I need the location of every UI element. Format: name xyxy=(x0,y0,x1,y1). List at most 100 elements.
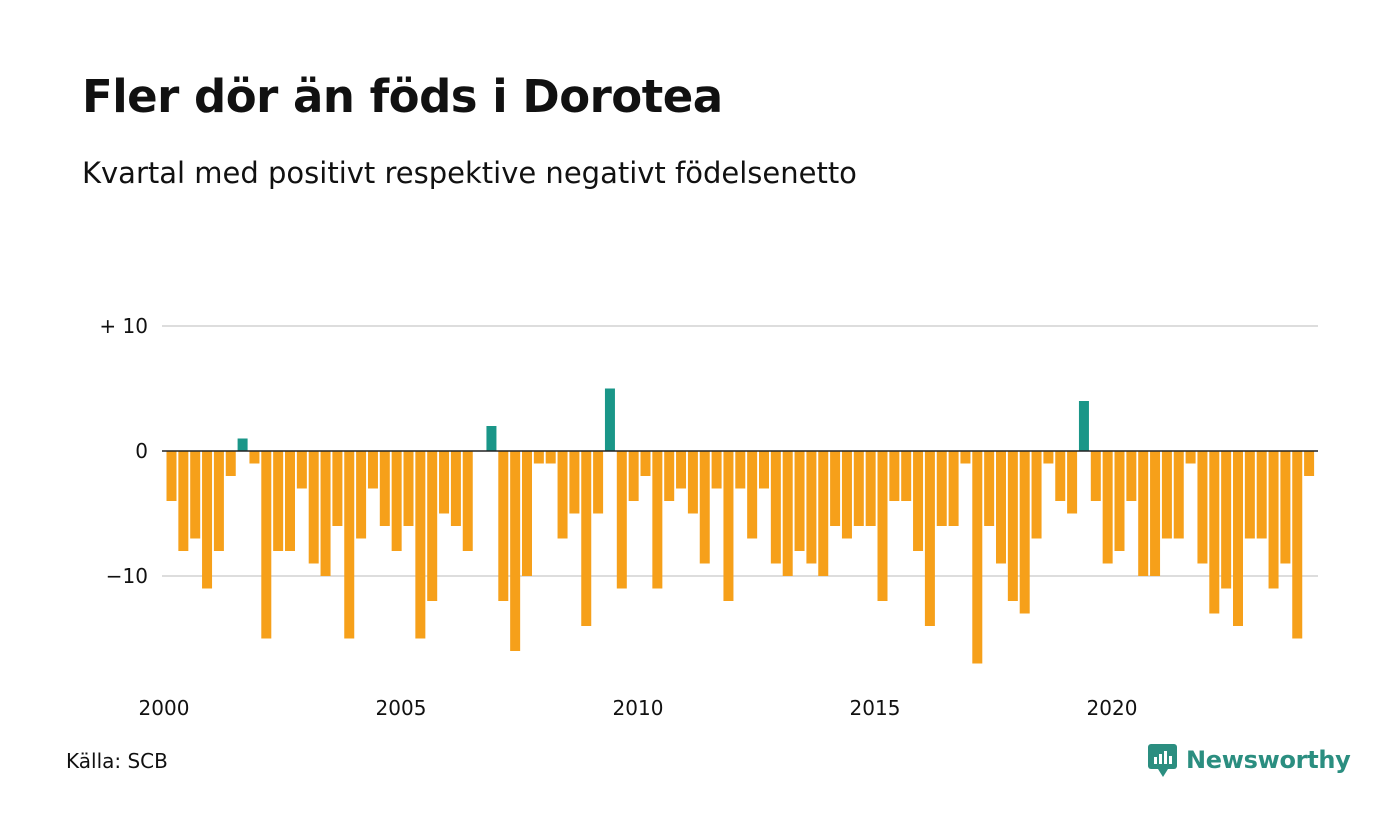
bar-positive xyxy=(486,426,497,451)
bar-negative xyxy=(1114,451,1125,551)
bar-negative xyxy=(1055,451,1066,501)
bar-negative xyxy=(984,451,995,526)
bar-negative xyxy=(593,451,604,514)
bar-negative xyxy=(877,451,888,601)
x-tick-label: 2015 xyxy=(850,696,901,720)
brand-name: Newsworthy xyxy=(1186,746,1351,774)
bar-negative xyxy=(865,451,876,526)
bar-negative xyxy=(1209,451,1220,614)
bar-negative xyxy=(427,451,438,601)
chart-title: Fler dör än föds i Dorotea xyxy=(82,70,723,123)
bar-negative xyxy=(1233,451,1243,626)
bar-negative xyxy=(723,451,734,601)
bar-negative xyxy=(450,451,461,526)
bar-negative xyxy=(379,451,390,526)
bar-positive xyxy=(1078,401,1089,451)
bar-positive xyxy=(237,438,248,451)
bar-negative xyxy=(664,451,675,501)
y-tick-label: 0 xyxy=(135,439,148,463)
bar-negative xyxy=(403,451,414,526)
bar-negative xyxy=(853,451,864,526)
bar-negative xyxy=(1126,451,1137,501)
bar-negative xyxy=(166,451,177,501)
bar-negative xyxy=(948,451,959,526)
bar-negative xyxy=(628,451,639,501)
grid-lines xyxy=(162,325,1318,577)
bar-positive xyxy=(604,388,615,451)
bar-negative xyxy=(996,451,1006,564)
bar-negative xyxy=(1102,451,1113,564)
y-tick-label: −10 xyxy=(106,564,148,588)
bar-negative xyxy=(308,451,319,564)
x-tick-label: 2000 xyxy=(139,696,190,720)
bar-negative xyxy=(747,451,758,539)
bar-negative xyxy=(1019,451,1030,614)
bar-negative xyxy=(1090,451,1101,501)
bar-negative xyxy=(1150,451,1161,576)
bar-negative xyxy=(1304,451,1315,476)
bar-negative xyxy=(522,451,532,576)
bar-negative xyxy=(841,451,852,539)
bar-negative xyxy=(202,451,213,589)
bar-negative xyxy=(557,451,568,539)
bar-negative xyxy=(913,451,924,551)
bar-negative xyxy=(285,451,295,551)
bar-negative xyxy=(367,451,378,489)
bar-negative xyxy=(533,451,544,464)
bar-negative xyxy=(1292,451,1303,639)
bar-negative xyxy=(711,451,722,489)
x-tick-label: 2005 xyxy=(376,696,427,720)
bar-negative xyxy=(759,451,769,489)
bar-negative xyxy=(1173,451,1184,539)
bar-negative xyxy=(391,451,402,551)
bar-negative xyxy=(178,451,189,551)
bar-negative xyxy=(545,451,556,464)
x-tick-label: 2020 xyxy=(1087,696,1138,720)
brand-logo: Newsworthy xyxy=(1148,740,1351,780)
bar-negative xyxy=(213,451,224,551)
chart-subtitle: Kvartal med positivt respektive negativt… xyxy=(82,156,857,190)
bar-negative xyxy=(1138,451,1149,576)
bar-negative xyxy=(344,451,355,639)
bar-negative xyxy=(1221,451,1232,589)
bar-negative xyxy=(569,451,580,514)
bar-negative xyxy=(498,451,509,601)
source-note: Källa: SCB xyxy=(66,749,168,773)
bar-negative xyxy=(1256,451,1267,539)
bar-negative xyxy=(1007,451,1018,601)
x-tick-label: 2010 xyxy=(613,696,664,720)
bar-negative xyxy=(1185,451,1196,464)
bar-negative xyxy=(439,451,450,514)
bar-negative xyxy=(687,451,698,514)
y-axis-ticks: + 10 0 −10 xyxy=(99,314,148,588)
bar-negative xyxy=(830,451,841,526)
bar-negative xyxy=(1067,451,1078,514)
bar-negative xyxy=(806,451,817,564)
bar-negative xyxy=(889,451,900,501)
bar-negative xyxy=(320,451,331,576)
bar-negative xyxy=(1244,451,1255,539)
bar-negative xyxy=(924,451,935,626)
bar-negative xyxy=(581,451,592,626)
bar-negative xyxy=(901,451,912,501)
bar-negative xyxy=(1161,451,1172,539)
bar-negative xyxy=(818,451,829,576)
bar-negative xyxy=(225,451,236,476)
bar-negative xyxy=(1280,451,1291,564)
x-axis-ticks: 2000 2005 2010 2015 2020 xyxy=(139,696,1138,720)
bar-negative xyxy=(332,451,343,526)
bar-negative xyxy=(356,451,367,539)
bar-negative xyxy=(1268,451,1279,589)
bar-negative xyxy=(770,451,781,564)
bar-negative xyxy=(190,451,201,539)
bar-negative xyxy=(462,451,473,551)
bar-negative xyxy=(676,451,687,489)
bar-negative xyxy=(936,451,947,526)
bar-chart: + 10 0 −10 2000 2005 2010 2015 2020 xyxy=(99,314,1318,720)
bar-negative xyxy=(960,451,971,464)
bar-negative xyxy=(261,451,272,639)
bar-negative xyxy=(782,451,793,576)
bar-negative xyxy=(972,451,983,664)
bar-negative xyxy=(1197,451,1208,564)
bar-negative xyxy=(510,451,521,651)
